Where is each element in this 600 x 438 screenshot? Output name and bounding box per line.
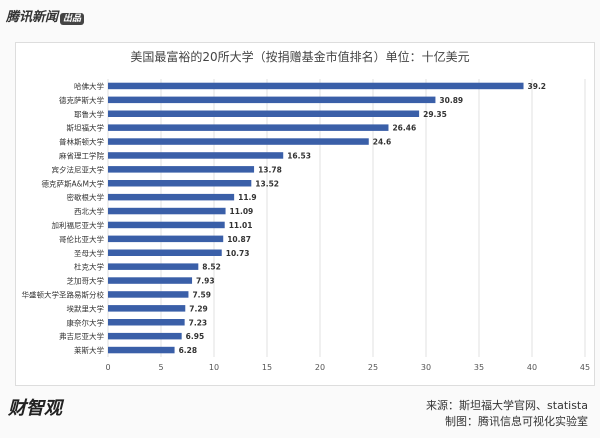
- data-label: 13.78: [258, 165, 282, 174]
- data-label: 13.52: [255, 179, 279, 188]
- data-label: 16.53: [287, 151, 311, 160]
- category-label: 西北大学: [74, 206, 104, 216]
- x-tick-label: 30: [421, 363, 431, 372]
- category-label: 哥伦比亚大学: [59, 234, 104, 244]
- x-tick-label: 40: [527, 363, 537, 372]
- data-label: 7.29: [189, 304, 208, 313]
- bar: [108, 249, 222, 256]
- x-tick-label: 15: [262, 363, 272, 372]
- category-label: 宾夕法尼亚大学: [52, 164, 105, 174]
- bar: [108, 332, 182, 340]
- logo-badge: 出品: [60, 13, 85, 25]
- category-label: 麻省理工学院: [59, 150, 104, 160]
- category-label: 圣母大学: [74, 248, 104, 258]
- tencent-news-logo: 腾讯新闻 出品: [6, 6, 85, 25]
- bar: [108, 207, 226, 215]
- bar: [108, 166, 255, 173]
- bar: [108, 82, 524, 90]
- x-tick-label: 45: [580, 363, 590, 372]
- bar: [108, 346, 175, 354]
- brand-logo: 财智观: [8, 398, 62, 419]
- data-label: 30.89: [439, 96, 463, 105]
- category-label: 德克萨斯A&M大学: [42, 178, 105, 188]
- data-label: 6.95: [186, 332, 205, 341]
- category-label: 哈佛大学: [74, 81, 104, 91]
- category-label: 康奈尔大学: [67, 317, 105, 327]
- x-tick-label: 0: [105, 363, 110, 372]
- data-label: 7.23: [189, 318, 208, 327]
- data-label: 6.28: [179, 346, 198, 355]
- bar: [108, 138, 369, 145]
- x-tick-label: 35: [474, 363, 484, 372]
- bar: [108, 193, 235, 201]
- bar: [108, 235, 224, 243]
- category-label: 华盛顿大学圣路易斯分校: [22, 289, 105, 299]
- chart-title: 美国最富裕的20所大学（按捐赠基金市值排名）单位：十亿美元: [130, 50, 470, 64]
- category-label: 加利福尼亚大学: [52, 220, 105, 230]
- data-label: 7.59: [192, 290, 211, 299]
- bar: [108, 291, 189, 298]
- x-tick-label: 5: [158, 363, 163, 372]
- bar: [108, 305, 186, 312]
- source-note: 来源：斯坦福大学官网、statista 制图：腾讯信息可视化实验室: [426, 398, 588, 430]
- logo-text: 腾讯新闻: [6, 10, 59, 25]
- x-tick-label: 10: [209, 363, 219, 372]
- data-label: 11.09: [230, 207, 254, 216]
- maker-text: 制图：腾讯信息可视化实验室: [445, 415, 588, 428]
- data-label: 26.46: [392, 124, 416, 133]
- category-label: 弗吉尼亚大学: [59, 331, 104, 341]
- data-label: 11.9: [238, 193, 257, 202]
- bar: [108, 263, 199, 270]
- data-label: 8.52: [202, 263, 221, 272]
- bar: [108, 152, 284, 159]
- x-tick-label: 20: [315, 363, 325, 372]
- bar: [108, 180, 252, 187]
- data-label: 11.01: [229, 221, 253, 230]
- x-tick-label: 25: [368, 363, 378, 372]
- bar: [108, 277, 193, 284]
- category-label: 杜克大学: [74, 262, 104, 272]
- bar: [108, 96, 436, 104]
- source-text: 来源：斯坦福大学官网、statista: [426, 399, 588, 412]
- bar: [108, 319, 185, 326]
- category-label: 密歇根大学: [67, 192, 105, 202]
- bar: [108, 110, 420, 117]
- category-label: 耶鲁大学: [74, 109, 104, 119]
- bar: [108, 124, 389, 131]
- category-label: 斯坦福大学: [67, 123, 105, 133]
- category-label: 莱斯大学: [74, 345, 104, 355]
- data-label: 29.35: [423, 110, 447, 119]
- category-label: 芝加哥大学: [67, 276, 105, 286]
- data-label: 24.6: [373, 138, 392, 147]
- data-label: 10.87: [227, 235, 251, 244]
- data-label: 7.93: [196, 277, 215, 286]
- category-label: 埃默里大学: [67, 303, 105, 313]
- category-label: 普林斯顿大学: [59, 137, 104, 147]
- bar: [108, 221, 225, 229]
- category-label: 德克萨斯大学: [59, 95, 104, 105]
- data-label: 39.2: [528, 82, 547, 91]
- data-label: 10.73: [226, 249, 250, 258]
